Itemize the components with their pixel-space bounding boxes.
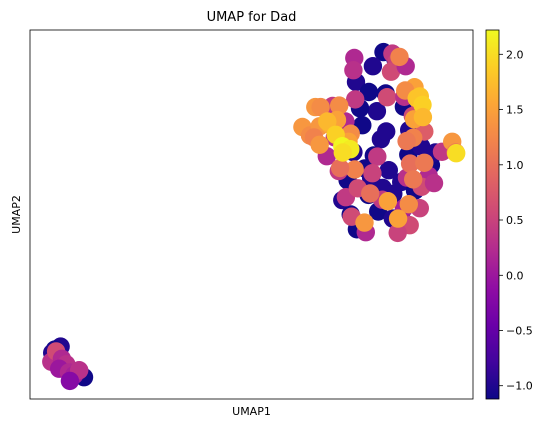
colorbar-ticks: −1.0 −0.5 0.0 0.5 1.0 1.5 2.0 [499,48,533,393]
scatter-point [447,144,466,163]
scatter-point [345,160,364,179]
scatter-point [378,192,398,211]
scatter-point [355,213,374,232]
colorbar-tick-label: −1.0 [506,380,533,393]
scatter-point [344,60,363,80]
scatter-point [318,112,337,131]
colorbar-tick-label: 1.0 [506,159,524,172]
x-axis-label: UMAP1 [232,405,271,418]
scatter-point [311,97,330,117]
colorbar-tick-label: 2.0 [506,48,524,61]
scatter-point [415,153,434,172]
scatter-point [377,88,397,107]
scatter-point [399,195,418,214]
scatter-point [397,131,416,151]
scatter-point [390,47,409,67]
points-layer [42,42,466,391]
colorbar-tick-label: −0.5 [506,325,533,338]
colorbar-tick-label: 1.5 [506,104,524,117]
colorbar-tick-label: 0.0 [506,269,524,282]
scatter-point [330,158,350,178]
scatter-point [359,82,379,102]
scatter-point [377,122,396,141]
scatter-point [333,143,352,162]
scatter-point [424,173,444,193]
scatter-point [346,90,365,109]
scatter-point [363,164,382,183]
scatter-point [404,170,423,189]
scatter-point [310,135,329,154]
scatter-point [367,102,387,121]
scatter-point [60,371,80,391]
scatter-point [413,107,433,127]
scatter-point [368,147,387,166]
colorbar [485,29,500,400]
colorbar-tick-label: 0.5 [506,214,524,227]
scatter-point [381,62,401,81]
chart-title: UMAP for Dad [207,10,297,25]
scatter-point [330,96,349,115]
scatter-point [363,56,383,76]
plot-frame [29,29,474,400]
scatter-point [361,184,380,203]
scatter-point [388,223,407,243]
scatter-point [400,154,420,173]
scatter-point [379,161,398,180]
y-axis-label: UMAP2 [10,195,23,234]
scatter-point [388,209,408,228]
